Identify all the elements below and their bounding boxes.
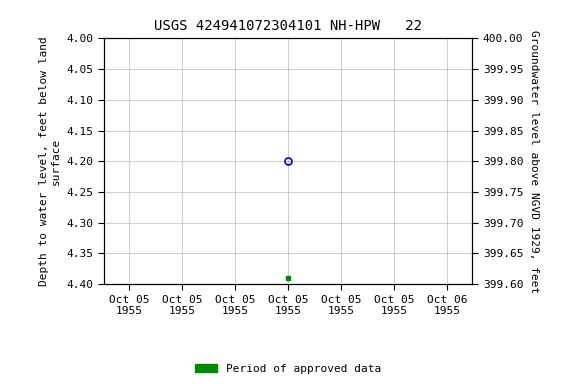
Y-axis label: Groundwater level above NGVD 1929, feet: Groundwater level above NGVD 1929, feet <box>529 30 539 293</box>
Title: USGS 424941072304101 NH-HPW   22: USGS 424941072304101 NH-HPW 22 <box>154 19 422 33</box>
Legend: Period of approved data: Period of approved data <box>191 359 385 379</box>
Y-axis label: Depth to water level, feet below land
surface: Depth to water level, feet below land su… <box>39 36 60 286</box>
